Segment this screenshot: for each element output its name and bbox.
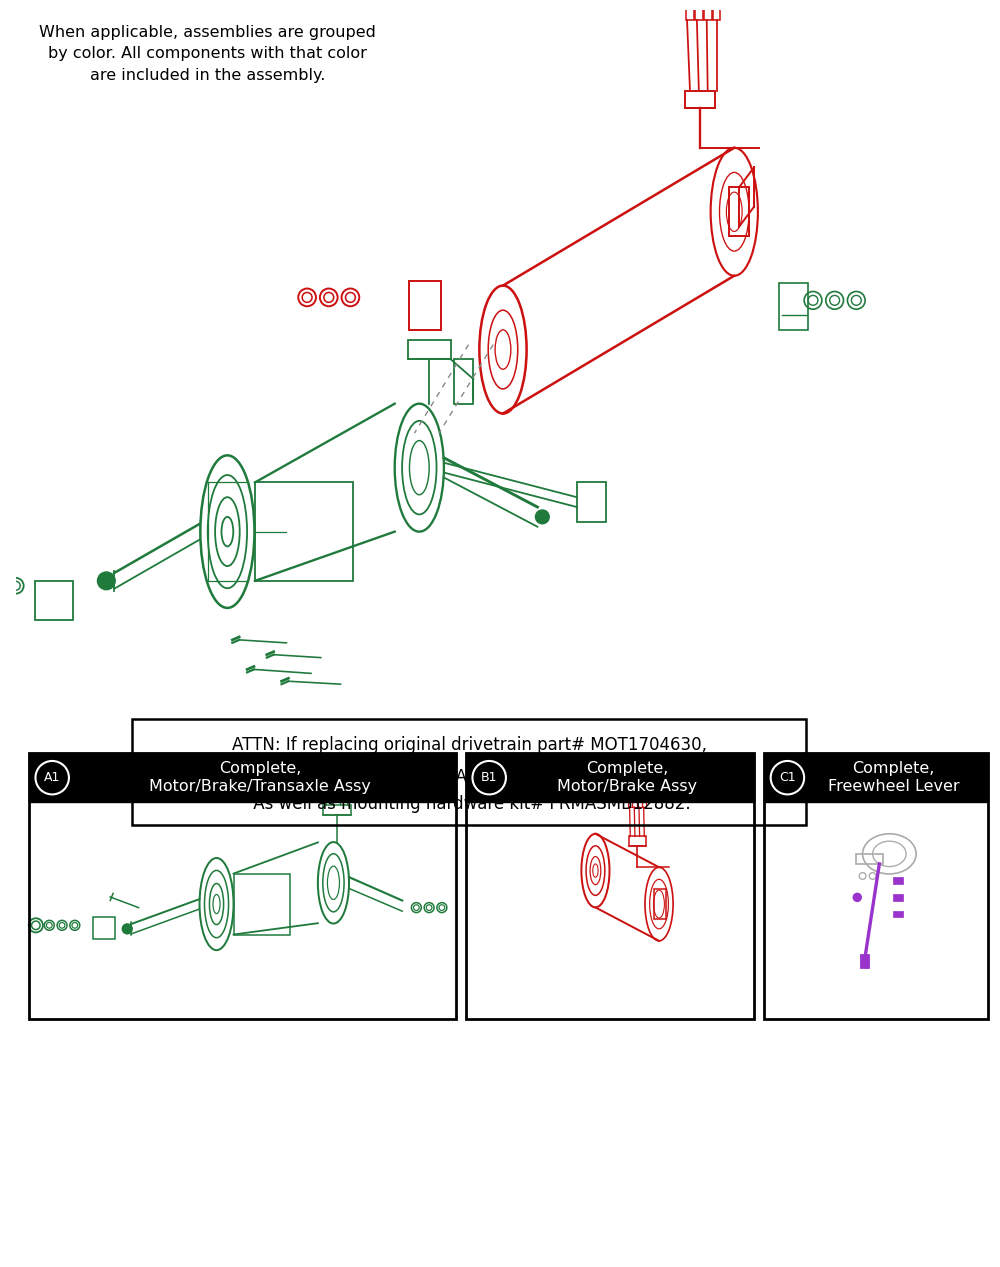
Bar bbox=[338, 775, 343, 782]
Text: As well as mounting hardware kit# FRMASMB12882.: As well as mounting hardware kit# FRMASM… bbox=[248, 796, 690, 813]
Bar bbox=[764, 753, 988, 802]
Bar bbox=[637, 801, 642, 807]
Bar bbox=[686, 8, 694, 20]
Circle shape bbox=[122, 924, 132, 934]
Bar bbox=[860, 954, 869, 968]
Text: ATTN: If replacing original drivetrain part# MOT1704630,: ATTN: If replacing original drivetrain p… bbox=[232, 736, 707, 754]
Circle shape bbox=[97, 571, 115, 589]
Text: Complete,
Freewheel Lever: Complete, Freewheel Lever bbox=[828, 761, 960, 794]
Bar bbox=[408, 340, 451, 360]
Bar bbox=[695, 8, 703, 20]
Text: Complete,
Motor/Brake/Transaxle Assy: Complete, Motor/Brake/Transaxle Assy bbox=[149, 761, 371, 794]
Bar bbox=[331, 775, 336, 782]
Bar bbox=[629, 836, 646, 846]
Bar bbox=[893, 895, 903, 901]
Bar bbox=[466, 753, 754, 1019]
Bar bbox=[454, 360, 473, 404]
Bar bbox=[132, 718, 806, 825]
Text: Complete  drivetrain DRVASMB2051 must be ordered.: Complete drivetrain DRVASMB2051 must be … bbox=[245, 768, 693, 786]
Bar bbox=[255, 483, 353, 580]
Bar bbox=[685, 91, 715, 109]
Bar bbox=[323, 805, 351, 816]
Bar bbox=[642, 801, 646, 807]
Text: A1: A1 bbox=[44, 772, 60, 784]
Text: Complete,
Motor/Brake Assy: Complete, Motor/Brake Assy bbox=[557, 761, 698, 794]
Bar bbox=[856, 854, 883, 864]
Text: C1: C1 bbox=[779, 772, 796, 784]
Bar bbox=[324, 775, 329, 782]
Text: B1: B1 bbox=[481, 772, 497, 784]
Bar bbox=[893, 911, 903, 917]
Bar bbox=[345, 775, 350, 782]
Bar bbox=[29, 753, 456, 802]
Bar bbox=[764, 753, 988, 1019]
Bar bbox=[234, 873, 290, 935]
Bar bbox=[729, 188, 749, 237]
Bar bbox=[779, 283, 808, 329]
Bar bbox=[577, 483, 606, 522]
Bar bbox=[29, 753, 456, 1019]
Bar bbox=[466, 753, 754, 802]
Bar bbox=[893, 877, 903, 884]
Bar bbox=[713, 8, 720, 20]
Bar bbox=[409, 281, 441, 329]
Bar bbox=[654, 889, 666, 919]
Bar bbox=[704, 8, 712, 20]
Bar bbox=[632, 801, 637, 807]
Text: When applicable, assemblies are grouped
by color. All components with that color: When applicable, assemblies are grouped … bbox=[39, 25, 376, 82]
Circle shape bbox=[853, 893, 861, 901]
Bar bbox=[628, 801, 632, 807]
Bar bbox=[93, 917, 115, 940]
Bar bbox=[35, 580, 73, 621]
Circle shape bbox=[535, 511, 549, 523]
